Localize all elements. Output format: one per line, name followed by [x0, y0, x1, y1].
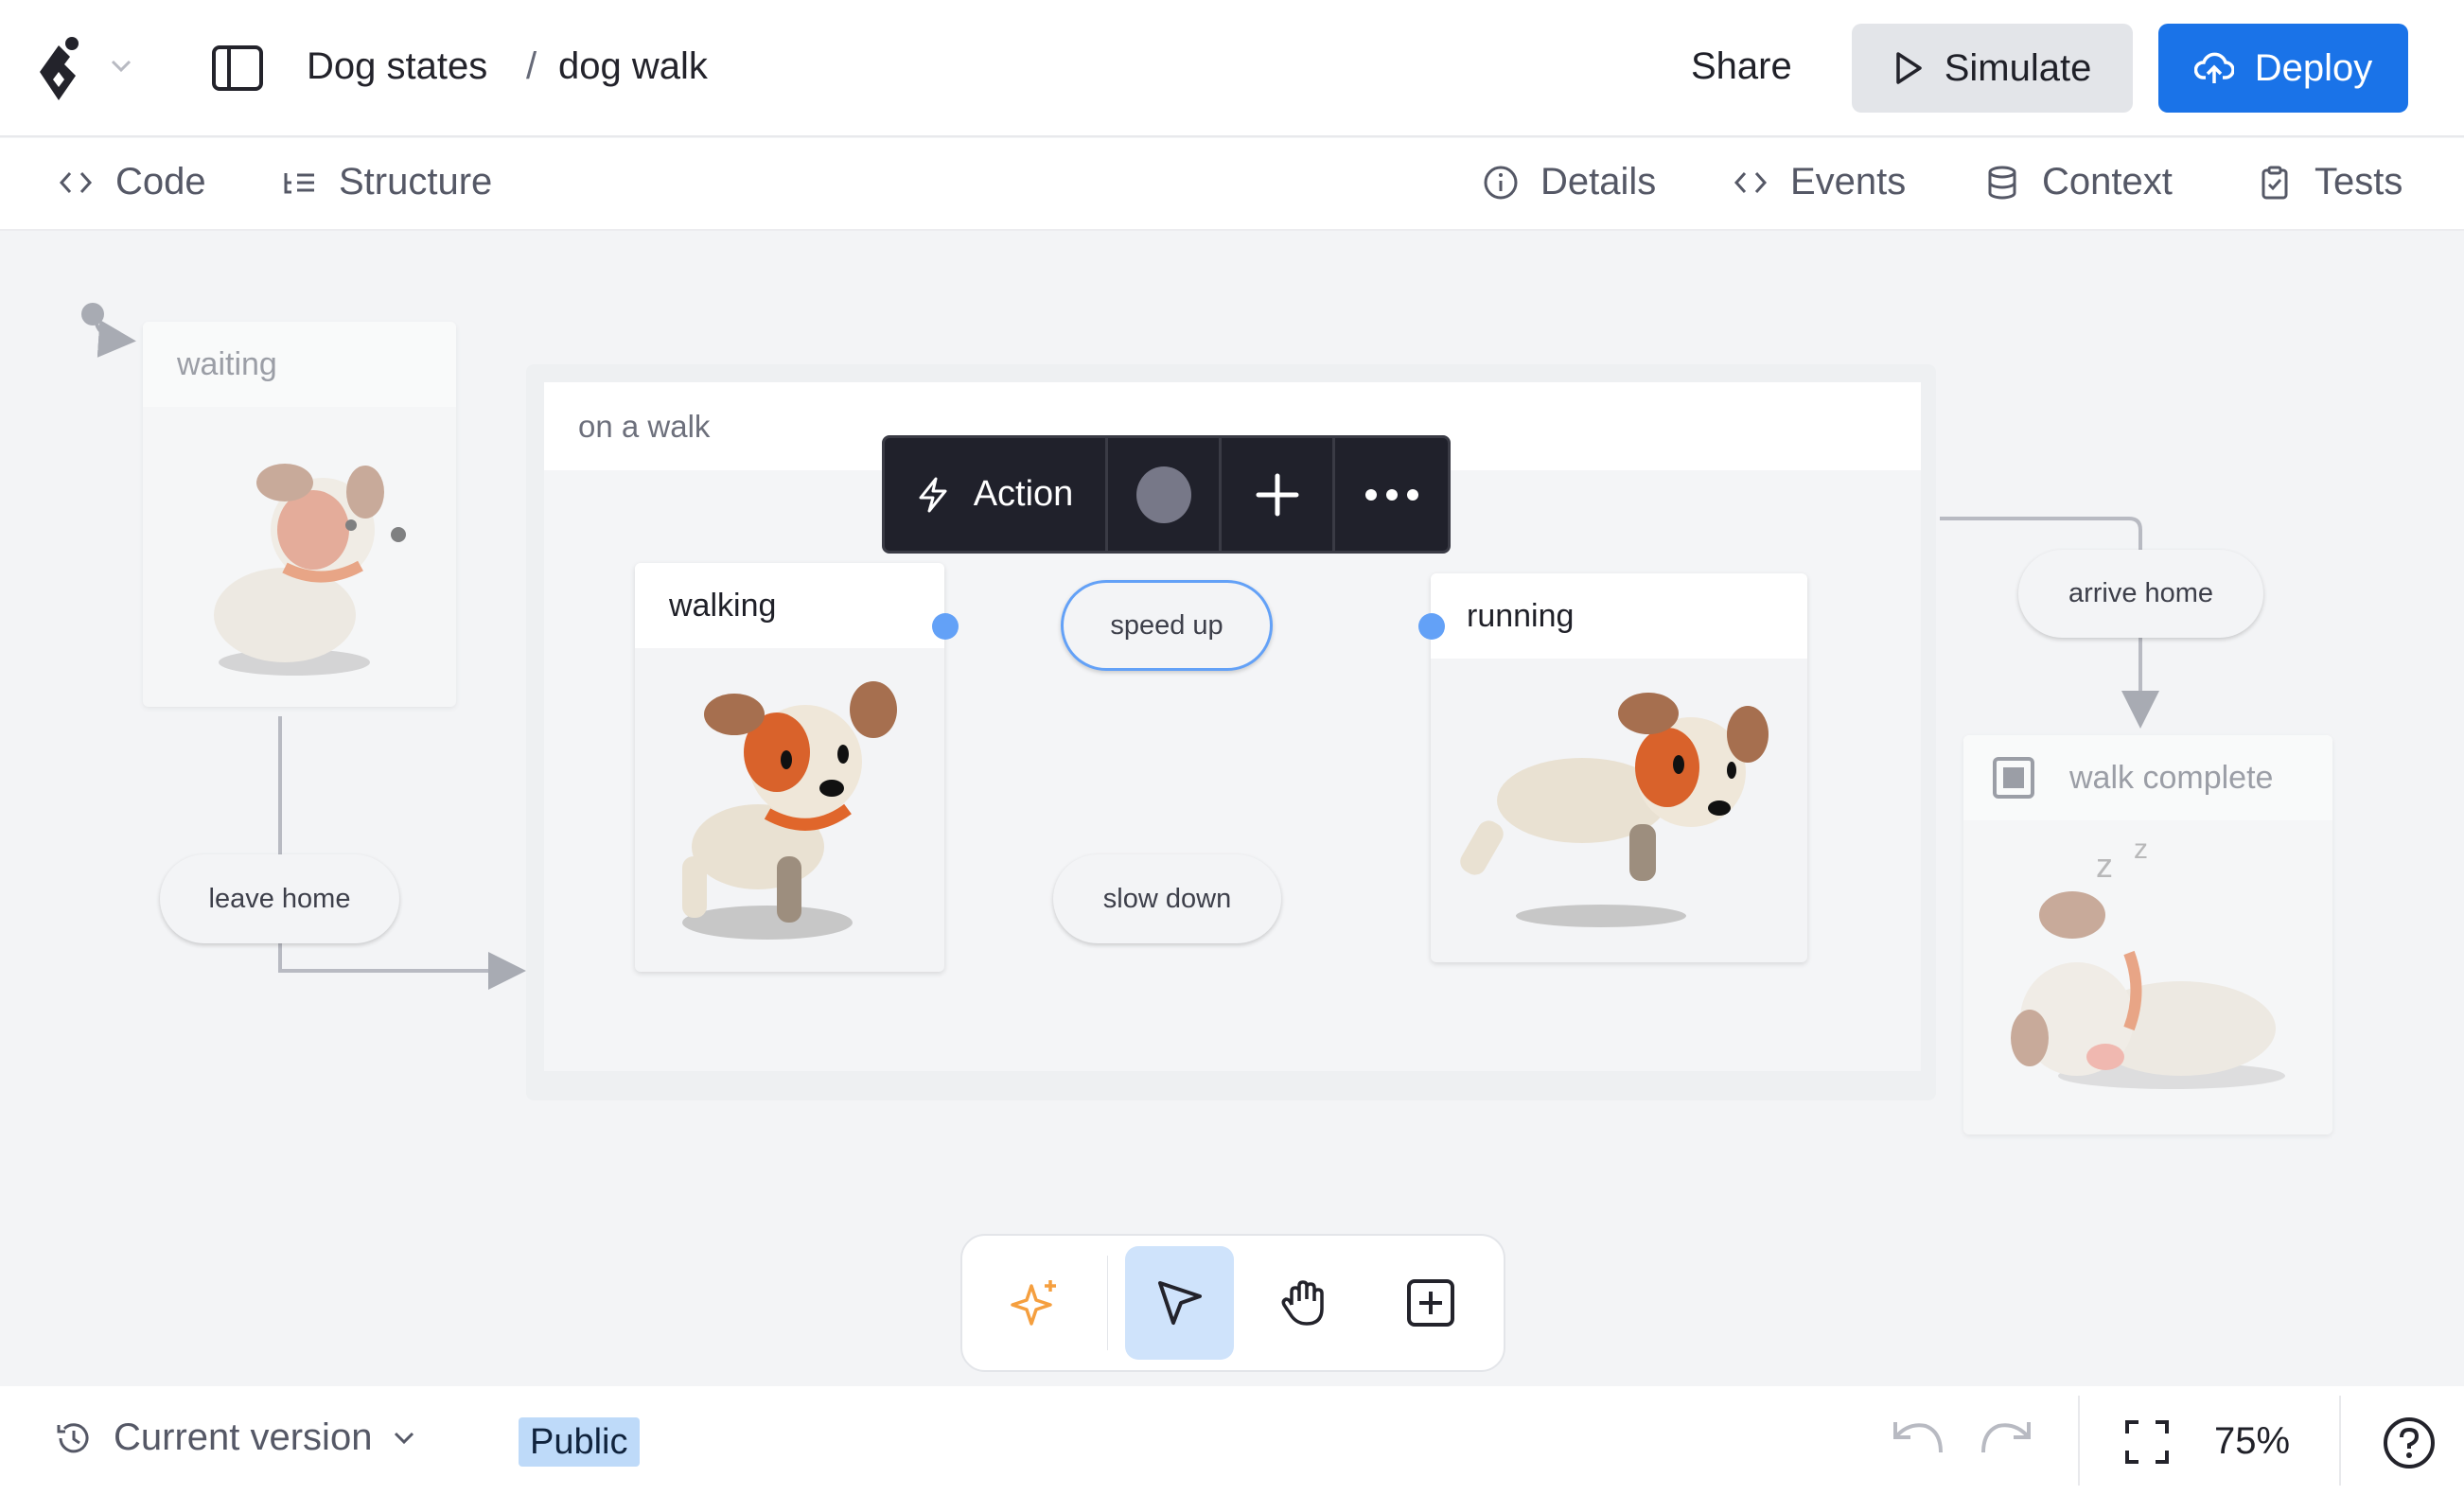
- tab-tests[interactable]: Tests: [2256, 161, 2402, 203]
- top-header: Dog states / dog walk Share Simulate Dep…: [0, 0, 2464, 137]
- color-button[interactable]: [1108, 438, 1222, 551]
- plus-icon: [1256, 473, 1298, 516]
- state-title: running: [1431, 573, 1807, 659]
- transition-speed-up[interactable]: speed up: [1061, 580, 1273, 671]
- select-tool-button[interactable]: [1125, 1246, 1234, 1360]
- action-toolbar: Action: [882, 435, 1451, 554]
- tab-label: Events: [1790, 161, 1907, 202]
- transition-arrive-home[interactable]: arrive home: [2018, 550, 2263, 638]
- state-title: walking: [635, 563, 944, 648]
- version-label: Current version: [114, 1416, 373, 1458]
- tab-code[interactable]: Code: [57, 161, 206, 203]
- fit-view-icon[interactable]: [2123, 1418, 2171, 1466]
- undo-icon[interactable]: [1886, 1415, 1946, 1462]
- transition-leave-home[interactable]: leave home: [160, 854, 399, 943]
- select-pointer-icon: [1157, 1281, 1202, 1325]
- final-state-icon: [1993, 757, 2034, 799]
- tab-label: Tests: [2314, 161, 2403, 202]
- breadcrumb-machine[interactable]: dog walk: [558, 45, 708, 87]
- state-title: walk complete: [2069, 759, 2274, 796]
- chevron-down-icon[interactable]: [110, 59, 132, 74]
- clipboard-icon: [2262, 166, 2288, 199]
- add-button[interactable]: [1222, 438, 1335, 551]
- canvas-tool-palette: [960, 1234, 1505, 1372]
- help-icon[interactable]: [2383, 1416, 2436, 1469]
- deploy-label: Deploy: [2254, 46, 2373, 89]
- info-icon: [1484, 166, 1518, 199]
- dog-sitting-illustration: [214, 464, 406, 676]
- more-dots-icon: [1364, 488, 1418, 501]
- history-icon: [57, 1422, 89, 1452]
- state-walking[interactable]: walking: [635, 563, 944, 972]
- breadcrumb-project[interactable]: Dog states: [307, 45, 488, 87]
- add-action-button[interactable]: Action: [885, 438, 1108, 551]
- database-icon: [1988, 166, 2016, 199]
- tab-structure[interactable]: Structure: [280, 161, 492, 203]
- chevron-down-icon: [395, 1432, 414, 1444]
- visibility-badge[interactable]: Public: [519, 1417, 640, 1467]
- edge-leave-home: [278, 716, 519, 971]
- panel-tabs-bar: [0, 138, 2464, 231]
- structure-icon: [284, 172, 314, 193]
- initial-waiting: [81, 303, 136, 358]
- logo-icon[interactable]: [38, 36, 98, 102]
- tab-label: Code: [115, 161, 206, 202]
- cloud-upload-icon: [2193, 52, 2234, 83]
- tab-context[interactable]: Context: [1983, 161, 2173, 203]
- bottom-bar: Current version Public 75%: [0, 1386, 2464, 1495]
- tab-details[interactable]: Details: [1482, 161, 1656, 203]
- simulate-button[interactable]: Simulate: [1852, 24, 2133, 113]
- color-swatch-icon: [1135, 466, 1191, 523]
- edge-arrive-home: [1940, 517, 2140, 721]
- share-button[interactable]: Share: [1691, 45, 1792, 87]
- play-icon: [1895, 52, 1922, 84]
- zoom-level[interactable]: 75%: [2214, 1420, 2291, 1462]
- tab-label: Structure: [339, 161, 493, 202]
- svg-text:z: z: [2096, 846, 2113, 885]
- action-label: Action: [973, 474, 1074, 514]
- version-selector[interactable]: Current version: [55, 1416, 415, 1459]
- simulate-label: Simulate: [1944, 46, 2092, 89]
- tab-events[interactable]: Events: [1732, 161, 1906, 203]
- breadcrumb-separator: /: [526, 45, 537, 87]
- transition-slow-down[interactable]: slow down: [1053, 854, 1281, 943]
- pan-tool-button[interactable]: [1251, 1246, 1360, 1360]
- dog-walking-illustration: [682, 681, 897, 940]
- tab-label: Context: [2042, 161, 2173, 202]
- dog-running-illustration: [1460, 693, 1769, 927]
- transition-target-handle[interactable]: [1418, 613, 1445, 640]
- add-state-button[interactable]: [1376, 1246, 1485, 1360]
- tab-label: Details: [1540, 161, 1657, 202]
- ai-sparkle-icon: [1011, 1280, 1057, 1326]
- more-button[interactable]: [1335, 438, 1448, 551]
- lightning-icon: [919, 477, 947, 512]
- ai-button[interactable]: [981, 1246, 1090, 1360]
- svg-text:z: z: [2134, 834, 2148, 865]
- code-icon: [1734, 171, 1768, 193]
- transition-source-handle[interactable]: [932, 613, 959, 640]
- state-title: waiting: [143, 322, 456, 407]
- deploy-button[interactable]: Deploy: [2158, 24, 2408, 113]
- code-icon: [59, 171, 93, 193]
- state-waiting[interactable]: waiting: [143, 322, 456, 707]
- hand-pan-icon: [1281, 1280, 1324, 1326]
- redo-icon[interactable]: [1978, 1415, 2038, 1462]
- sidebar-toggle-icon[interactable]: [212, 45, 263, 91]
- add-state-icon: [1406, 1279, 1454, 1327]
- state-running[interactable]: running: [1431, 573, 1807, 962]
